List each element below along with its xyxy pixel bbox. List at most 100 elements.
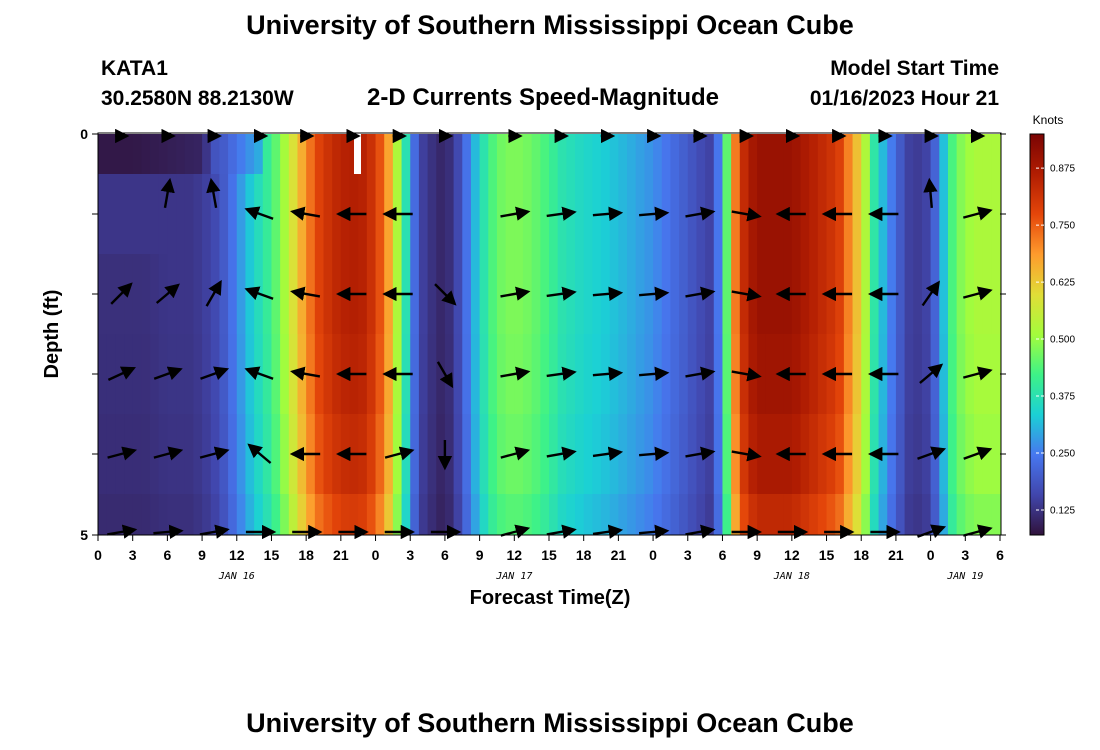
- heatmap-cell: [366, 334, 377, 414]
- heatmap-cell: [583, 174, 593, 254]
- heatmap-cell: [280, 414, 290, 494]
- current-vector-arrow: [110, 282, 133, 305]
- heatmap-cell: [809, 254, 819, 334]
- current-vector-arrow: [500, 446, 531, 461]
- heatmap-cell: [453, 254, 463, 334]
- current-vector-arrow: [290, 366, 321, 381]
- heatmap-cell: [280, 254, 290, 334]
- heatmap-cell: [410, 334, 420, 414]
- heatmap-cell: [262, 494, 273, 535]
- heatmap-cell: [713, 134, 724, 174]
- heatmap-cell: [852, 174, 862, 254]
- heatmap-cell: [765, 414, 776, 494]
- colorbar-gradient: [1029, 133, 1045, 536]
- heatmap-cell: [947, 414, 958, 494]
- heatmap-cell: [150, 134, 160, 174]
- heatmap-cell: [280, 174, 290, 254]
- heatmap-cell: [392, 494, 403, 535]
- heatmap-cell: [731, 254, 741, 334]
- heatmap-cell: [869, 134, 880, 174]
- heatmap-cell: [167, 174, 177, 254]
- heatmap-cell: [150, 254, 160, 334]
- heatmap-cell: [757, 254, 767, 334]
- heatmap-cell: [904, 174, 914, 254]
- x-tick-label: 0: [372, 547, 380, 563]
- heatmap-cell: [531, 134, 541, 174]
- heatmap-cell: [332, 494, 342, 535]
- heatmap-cell: [575, 254, 585, 334]
- heatmap-cell: [947, 174, 958, 254]
- heatmap-cell: [731, 334, 741, 414]
- heatmap-cell: [453, 414, 463, 494]
- heatmap-cell: [956, 494, 966, 535]
- current-vector-arrow: [500, 524, 531, 539]
- heatmap-cell: [973, 494, 984, 535]
- x-axis-title: Forecast Time(Z): [470, 587, 631, 609]
- heatmap-cell: [956, 134, 966, 174]
- heatmap-cell: [722, 334, 732, 414]
- heatmap-cell: [262, 174, 273, 254]
- heatmap-cell: [479, 334, 489, 414]
- current-vector-arrow: [199, 446, 230, 461]
- heatmap-cell: [991, 174, 1001, 254]
- heatmap-cell: [418, 134, 429, 174]
- current-vector-arrow: [638, 446, 670, 462]
- station-coordinates: 30.2580N 88.2130W: [101, 87, 294, 110]
- current-vector-arrow: [290, 206, 321, 221]
- heatmap-cell: [184, 494, 194, 535]
- heatmap-cell: [184, 174, 194, 254]
- heatmap-cell: [991, 334, 1001, 414]
- heatmap-cell: [219, 174, 229, 254]
- model-start-label: Model Start Time: [830, 57, 999, 80]
- day-label: JAN 19: [946, 571, 983, 582]
- heatmap-cell: [835, 494, 845, 535]
- heatmap-cell: [531, 414, 541, 494]
- current-vector-arrow: [685, 286, 716, 301]
- heatmap-cell: [288, 334, 299, 414]
- heatmap-cell: [496, 494, 507, 535]
- x-tick-label: 6: [719, 547, 727, 563]
- heatmap-cell: [731, 174, 741, 254]
- heatmap-cell: [791, 494, 802, 535]
- heatmap-cell: [98, 254, 108, 334]
- heatmap-cell: [965, 494, 975, 535]
- heatmap-cell: [176, 334, 186, 414]
- heatmap-cell: [713, 174, 724, 254]
- x-tick-label: 12: [229, 547, 245, 563]
- current-vector-arrow: [500, 366, 531, 381]
- heatmap-cell: [722, 414, 732, 494]
- heatmap-cell: [288, 174, 299, 254]
- page-title: University of Southern Mississippi Ocean…: [246, 10, 854, 40]
- current-vector-arrow: [546, 286, 577, 301]
- heatmap-cell: [488, 414, 498, 494]
- heatmap-cell: [418, 334, 429, 414]
- heatmap-cell: [141, 494, 151, 535]
- heatmap-cell: [271, 134, 281, 174]
- heatmap-cell: [436, 494, 446, 535]
- heatmap-cell: [340, 494, 351, 535]
- heatmap-cell: [861, 414, 871, 494]
- heatmap-cell: [982, 174, 992, 254]
- heatmap-cell: [323, 254, 333, 334]
- heatmap-cell: [184, 414, 194, 494]
- heatmap-cell: [323, 334, 333, 414]
- heatmap-cell: [444, 134, 455, 174]
- heatmap-cell: [696, 494, 706, 535]
- heatmap-cell: [496, 174, 507, 254]
- x-tick-label: 15: [819, 547, 835, 563]
- current-vector-arrow: [962, 206, 993, 221]
- missing-data-gap: [354, 134, 361, 174]
- heatmap-cell: [861, 174, 871, 254]
- x-tick-label: 6: [163, 547, 171, 563]
- heatmap-cell: [245, 494, 255, 535]
- heatmap-cell: [193, 414, 203, 494]
- current-vector-arrow: [638, 366, 670, 382]
- heatmap-cell: [496, 334, 507, 414]
- current-vector-arrow: [153, 524, 184, 540]
- heatmap-cell: [496, 254, 507, 334]
- current-vector-arrow: [155, 283, 180, 304]
- heatmap-cell: [774, 134, 784, 174]
- heatmap-cell: [575, 414, 585, 494]
- heatmap-cell: [193, 174, 203, 254]
- heatmap-cell: [323, 414, 333, 494]
